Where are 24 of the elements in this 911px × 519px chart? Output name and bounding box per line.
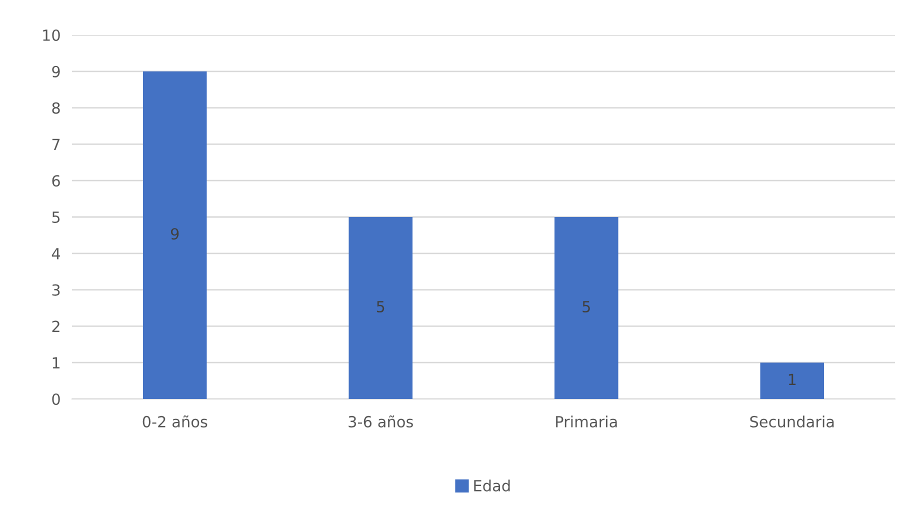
- y-tick-label: 1: [52, 357, 60, 368]
- y-tick-label: 7: [52, 138, 60, 150]
- y-tick-label: 3: [52, 284, 60, 296]
- y-tick-label: 4: [52, 248, 60, 260]
- bar: [142, 71, 207, 399]
- x-tick-label: 3-6 años: [348, 415, 413, 428]
- y-tick-label: 0: [52, 393, 60, 406]
- y-tick-label: 9: [52, 66, 60, 78]
- data-label: 1: [788, 374, 796, 386]
- legend-label: Edad: [474, 480, 510, 492]
- x-tick-label: Secundaria: [750, 416, 834, 428]
- x-tick-label: 0-2 años: [142, 415, 208, 428]
- x-tick-label: Primaria: [556, 416, 617, 428]
- y-tick-label: 2: [52, 320, 60, 332]
- bar: [348, 217, 413, 399]
- bar: [760, 362, 824, 399]
- data-label: 9: [170, 228, 179, 240]
- y-tick-label: 6: [52, 175, 60, 187]
- y-tick-label: 5: [52, 212, 60, 224]
- data-label: 5: [376, 301, 384, 312]
- y-tick-label: 8: [52, 102, 60, 114]
- bar: [554, 217, 618, 399]
- data-label: 5: [582, 301, 590, 312]
- y-tick-label: 10: [43, 29, 60, 42]
